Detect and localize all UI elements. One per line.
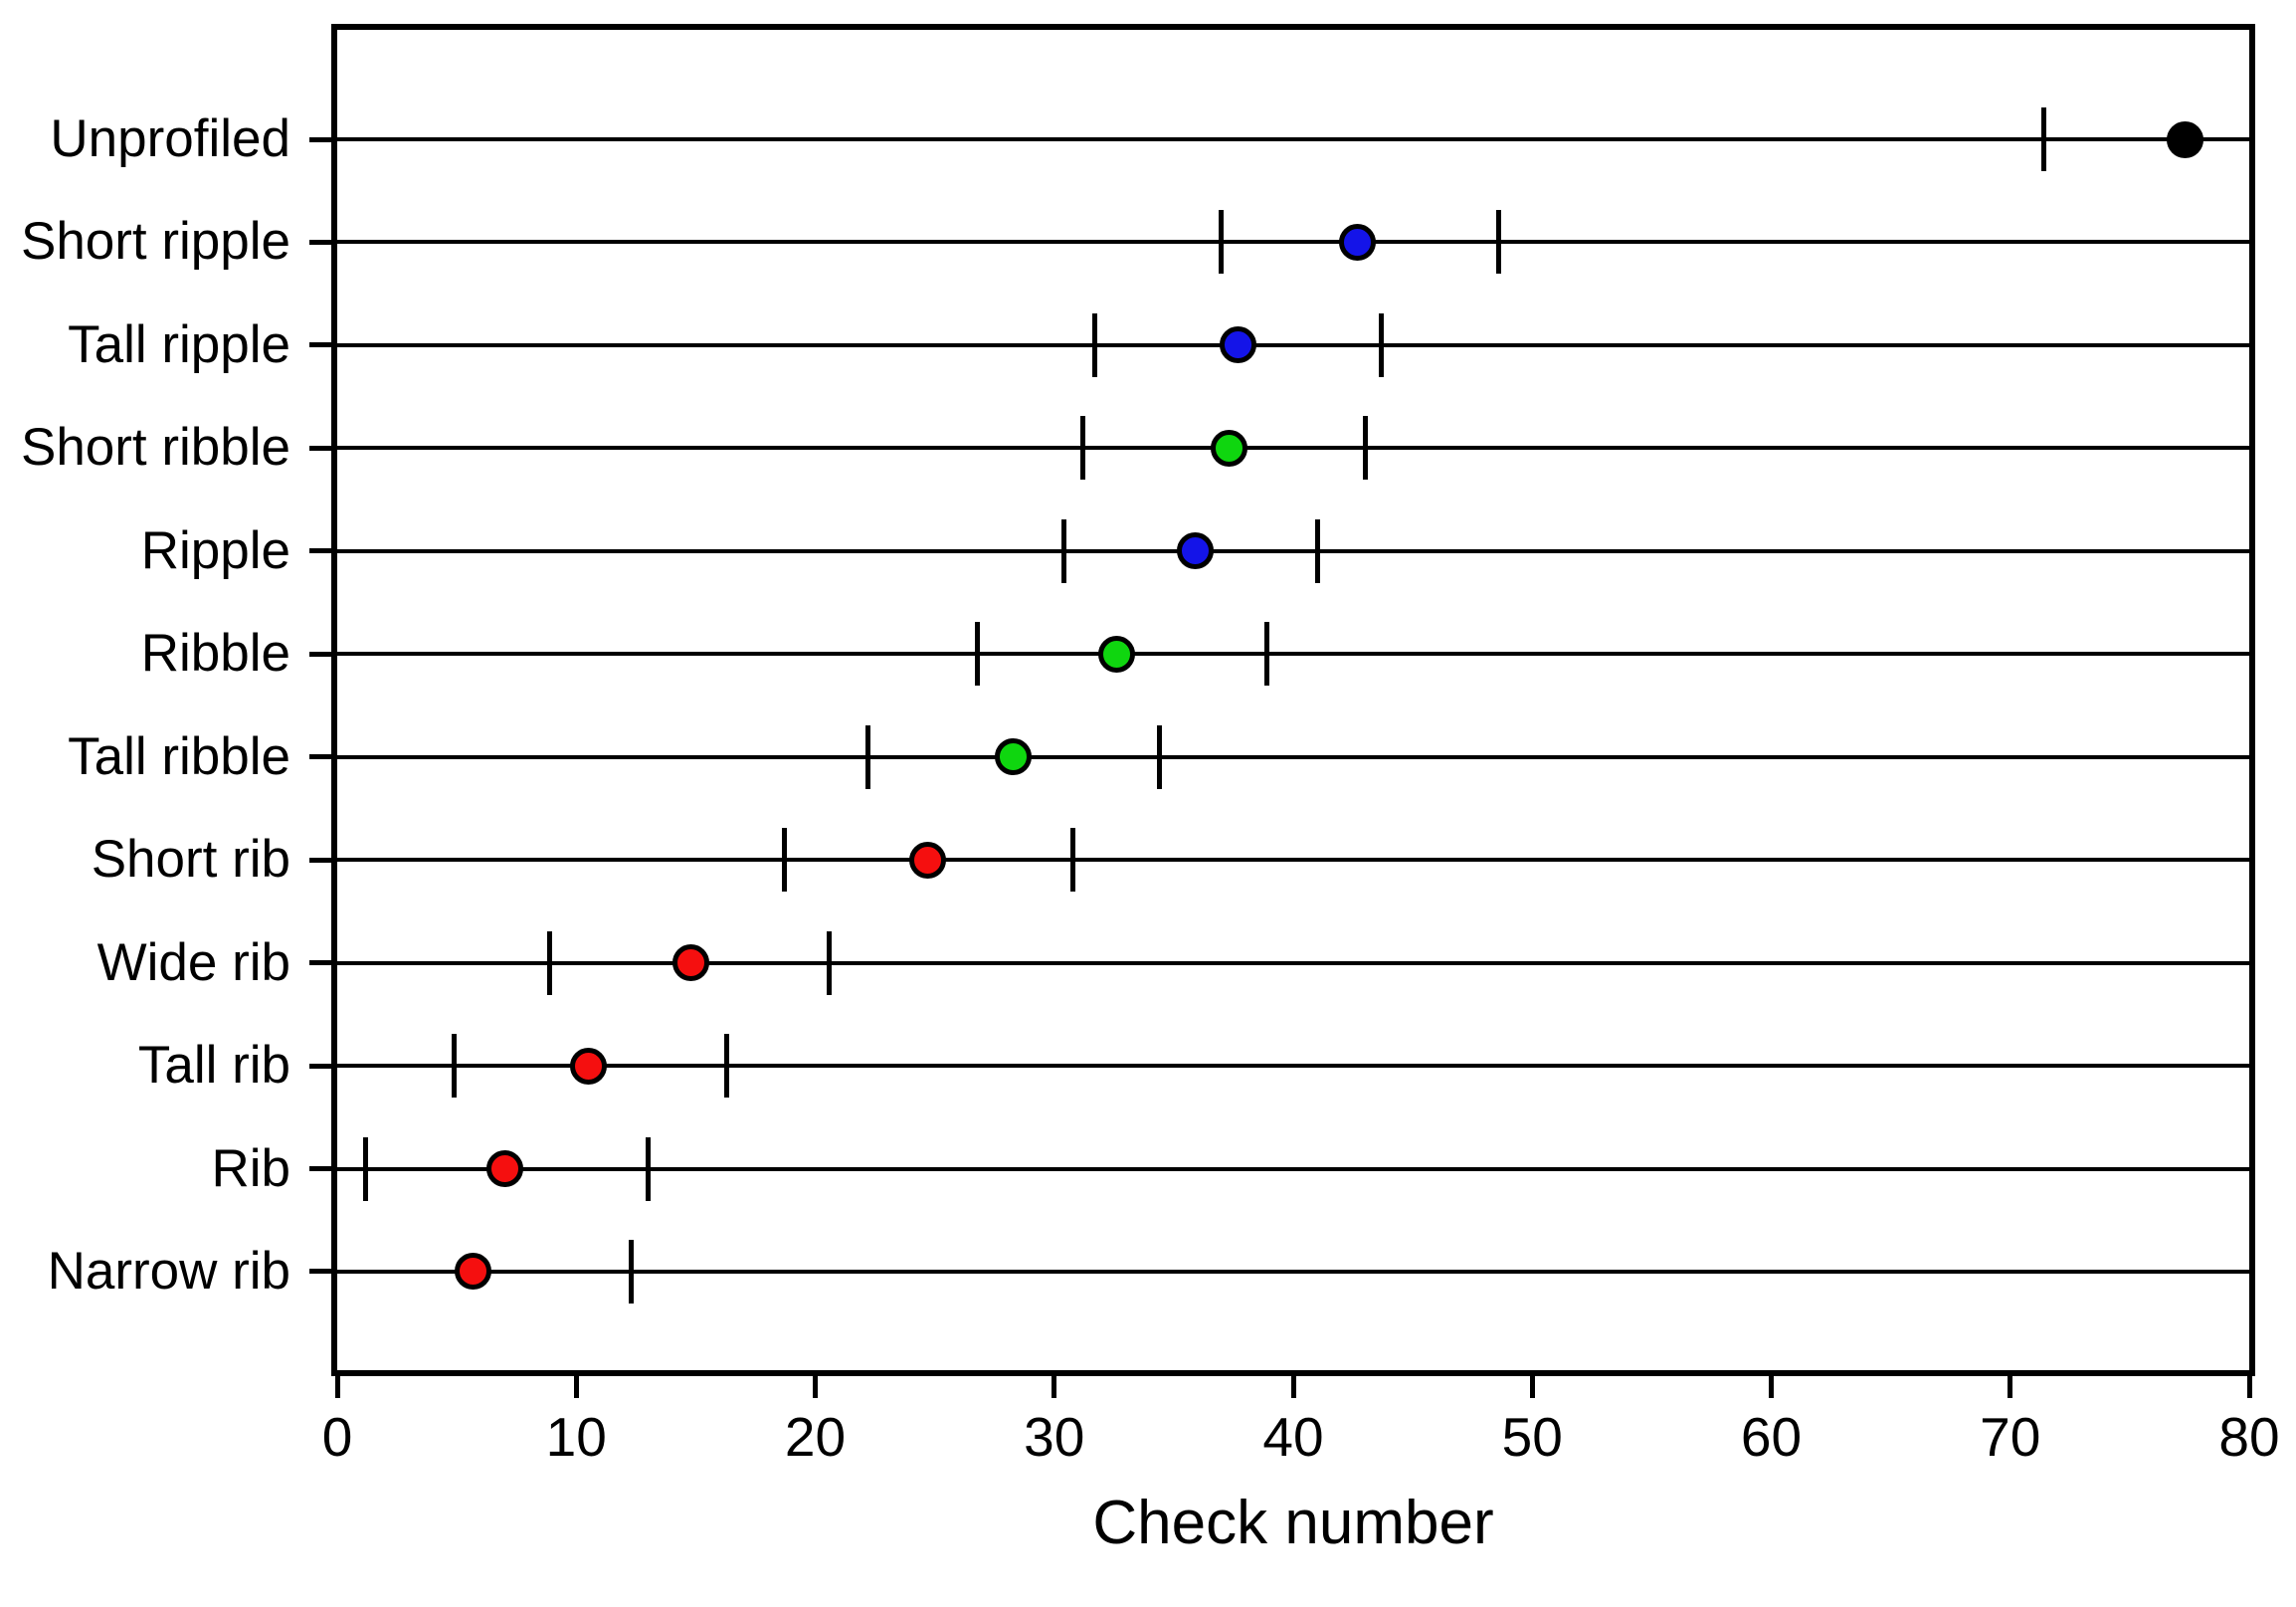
x-axis-tick-label-80: 80 [2218,1406,2280,1468]
y-axis-label-narrow-rib: Narrow rib [47,1241,290,1301]
y-axis-tick-ripple [309,548,337,554]
error-bar-low-tall-ripple [1092,312,1098,377]
x-axis-tick-label-20: 20 [784,1406,847,1468]
y-axis-tick-tall-rib [309,1063,337,1069]
category-line-tall-ribble [337,754,2249,759]
category-line-narrow-rib [337,1269,2249,1274]
y-axis-tick-short-ripple [309,239,337,245]
y-axis-label-rib: Rib [211,1138,290,1198]
x-axis-tick-60 [1769,1376,1774,1398]
error-bar-low-tall-rib [452,1034,458,1099]
x-axis-tick-label-50: 50 [1501,1406,1563,1468]
error-bar-low-short-ribble [1080,416,1086,481]
x-axis-tick-label-0: 0 [321,1406,353,1468]
y-axis-tick-ribble [309,651,337,657]
data-point-unprofiled [2166,120,2203,158]
x-axis-tick-0 [334,1376,340,1398]
data-point-wide-rib [672,944,710,982]
x-axis-tick-label-30: 30 [1024,1406,1085,1468]
y-axis-tick-short-ribble [309,445,337,451]
category-line-ribble [337,652,2249,657]
y-axis-tick-tall-ribble [309,754,337,760]
error-bar-low-rib [363,1136,369,1201]
y-axis-label-ripple: Ripple [140,520,290,580]
error-bar-high-tall-ribble [1156,724,1162,789]
data-point-short-ripple [1339,223,1377,261]
x-axis-tick-50 [1529,1376,1535,1398]
y-axis-label-short-rib: Short rib [91,830,290,890]
y-axis-label-unprofiled: Unprofiled [50,109,290,168]
error-bar-high-ripple [1314,518,1320,583]
category-line-rib [337,1166,2249,1171]
category-line-short-rib [337,858,2249,863]
data-point-ribble [1097,635,1135,673]
x-axis-tick-10 [573,1376,579,1398]
error-bar-low-short-ripple [1219,210,1225,275]
y-axis-tick-tall-ripple [309,342,337,348]
y-axis-label-short-ripple: Short ripple [20,212,290,272]
category-line-unprofiled [337,137,2249,141]
error-bar-low-tall-ribble [864,724,870,789]
y-axis-tick-short-rib [309,857,337,863]
category-line-ripple [337,548,2249,553]
error-bar-high-tall-ripple [1379,312,1385,377]
x-axis-tick-30 [1052,1376,1057,1398]
error-bar-high-wide-rib [827,930,833,995]
error-bar-high-narrow-rib [629,1239,634,1304]
y-axis-label-tall-rib: Tall rib [137,1036,290,1096]
x-axis-tick-label-10: 10 [545,1406,607,1468]
data-point-short-rib [908,841,946,879]
x-axis-tick-40 [1290,1376,1296,1398]
y-axis-label-tall-ribble: Tall ribble [68,726,290,786]
y-axis-tick-rib [309,1166,337,1171]
error-bar-high-short-rib [1070,828,1076,893]
category-line-tall-ripple [337,342,2249,347]
y-axis-tick-wide-rib [309,960,337,966]
category-line-tall-rib [337,1064,2249,1069]
y-axis-tick-unprofiled [309,136,337,142]
error-bar-low-wide-rib [547,930,553,995]
error-bar-low-short-rib [781,828,787,893]
error-bar-low-ripple [1060,518,1066,583]
data-point-tall-rib [569,1047,607,1085]
x-axis-tick-label-70: 70 [1980,1406,2041,1468]
error-bar-high-short-ribble [1362,416,1368,481]
y-axis-label-short-ribble: Short ribble [20,418,290,478]
x-axis-tick-70 [2008,1376,2013,1398]
data-point-ripple [1176,532,1214,570]
data-point-rib [485,1150,523,1187]
data-point-tall-ripple [1220,326,1257,364]
x-axis-tick-label-60: 60 [1740,1406,1803,1468]
data-point-short-ribble [1210,429,1247,467]
category-line-wide-rib [337,960,2249,965]
error-bar-high-rib [645,1136,651,1201]
error-bar-low-ribble [975,622,981,687]
x-axis-tick-80 [2246,1376,2252,1398]
x-axis-tick-20 [813,1376,818,1398]
y-axis-label-tall-ripple: Tall ripple [68,314,290,374]
x-axis-tick-label-40: 40 [1262,1406,1324,1468]
y-axis-tick-narrow-rib [309,1269,337,1275]
category-line-short-ribble [337,446,2249,451]
x-axis-title: Check number [1092,1489,1494,1557]
error-bar-high-tall-rib [724,1034,730,1099]
error-bar-high-ribble [1264,622,1270,687]
data-point-tall-ribble [995,738,1033,776]
plot-area-frame [331,24,2255,1376]
y-axis-label-ribble: Ribble [140,624,290,684]
error-bar-high-short-ripple [1496,210,1502,275]
y-axis-label-wide-rib: Wide rib [96,932,290,992]
error-bar-low-unprofiled [2040,107,2046,171]
data-point-narrow-rib [455,1253,492,1291]
category-line-short-ripple [337,240,2249,245]
